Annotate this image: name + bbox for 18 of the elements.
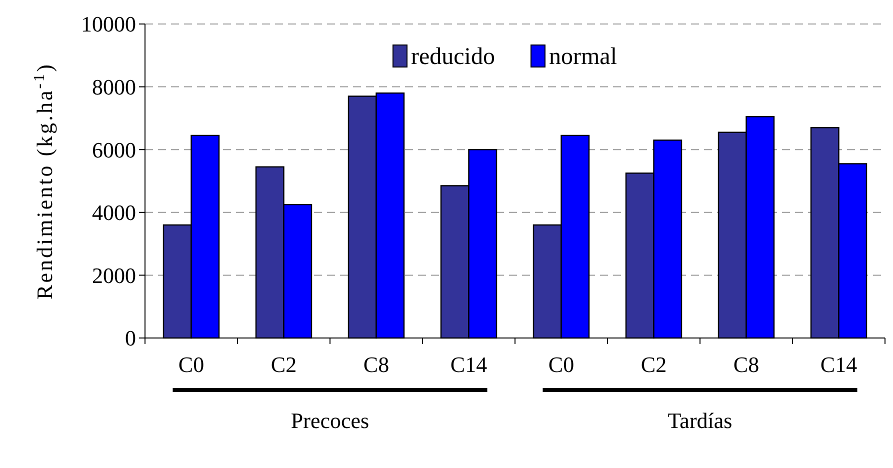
- x-tick-label: C14: [820, 352, 858, 377]
- y-tick-label: 0: [125, 326, 136, 351]
- y-tick-label: 8000: [92, 74, 136, 100]
- legend-label: normal: [549, 44, 618, 70]
- x-tick-label: C0: [548, 352, 574, 377]
- x-tick-label: C0: [178, 352, 204, 377]
- x-tick-label: C2: [640, 352, 667, 377]
- y-tick-label: 2000: [92, 262, 136, 288]
- y-tick-label: 4000: [92, 200, 136, 226]
- legend-label: reducido: [411, 44, 495, 70]
- x-tick-label: C14: [450, 352, 488, 377]
- y-tick-label: 6000: [92, 137, 136, 162]
- x-tick-label: C8: [363, 352, 390, 377]
- text: Tardías: [668, 408, 732, 433]
- x-tick-label: C8: [733, 352, 760, 377]
- y-tick-label: 10000: [81, 12, 136, 37]
- x-tick-label: C2: [270, 352, 297, 377]
- text: Precoces: [290, 408, 370, 433]
